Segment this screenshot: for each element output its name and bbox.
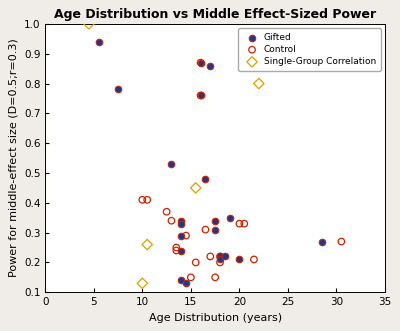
Point xyxy=(207,63,214,68)
Point xyxy=(178,233,184,238)
Point xyxy=(217,254,223,259)
Point xyxy=(178,278,184,283)
Point xyxy=(197,93,204,98)
Point xyxy=(217,254,223,259)
Point xyxy=(183,233,189,238)
Point xyxy=(188,275,194,280)
Point xyxy=(241,221,248,226)
Point xyxy=(319,239,325,244)
Point xyxy=(96,39,102,44)
Point xyxy=(139,197,146,203)
Legend: Gifted, Control, Single-Group Correlation: Gifted, Control, Single-Group Correlatio… xyxy=(238,28,380,71)
Y-axis label: Power for middle-effect size (D=0.5;r=0.3): Power for middle-effect size (D=0.5;r=0.… xyxy=(8,39,18,277)
Point xyxy=(202,176,209,182)
Point xyxy=(256,81,262,86)
Title: Age Distribution vs Middle Effect-Sized Power: Age Distribution vs Middle Effect-Sized … xyxy=(54,8,376,21)
Point xyxy=(173,248,180,253)
Point xyxy=(86,21,92,26)
Point xyxy=(202,227,209,232)
Point xyxy=(139,281,146,286)
Point xyxy=(178,221,184,226)
Point xyxy=(212,227,218,232)
Point xyxy=(236,221,243,226)
Point xyxy=(207,254,214,259)
Point xyxy=(168,162,175,167)
Point xyxy=(192,260,199,265)
Point xyxy=(178,218,184,223)
Point xyxy=(212,275,218,280)
Point xyxy=(251,257,257,262)
Point xyxy=(164,209,170,214)
Point xyxy=(212,218,218,223)
Point xyxy=(168,218,175,223)
Point xyxy=(197,93,204,98)
Point xyxy=(217,257,223,262)
Point xyxy=(338,239,344,244)
Point xyxy=(192,185,199,191)
Point xyxy=(144,242,150,247)
Point xyxy=(178,248,184,253)
Point xyxy=(236,257,243,262)
Point xyxy=(222,254,228,259)
Point xyxy=(217,260,223,265)
Point xyxy=(183,281,189,286)
Point xyxy=(144,197,150,203)
Point xyxy=(197,60,204,65)
Point xyxy=(197,60,204,65)
Point xyxy=(173,245,180,250)
Point xyxy=(226,215,233,220)
Point xyxy=(115,87,121,92)
X-axis label: Age Distribution (years): Age Distribution (years) xyxy=(148,313,282,323)
